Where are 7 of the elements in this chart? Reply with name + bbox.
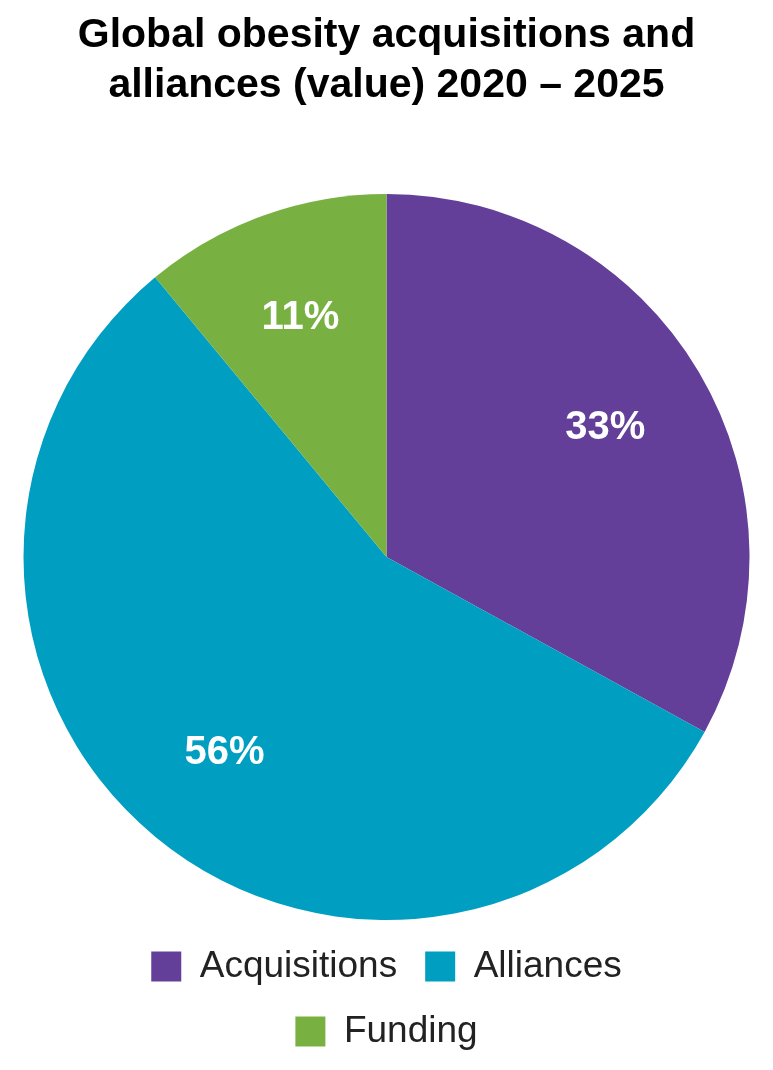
chart-title: Global obesity acquisitions and alliances (value) 2020 – 2025: [76, 9, 697, 108]
data-label: 11%: [261, 292, 340, 337]
data-label: 56%: [184, 727, 265, 772]
legend-label: Acquisitions: [199, 943, 398, 985]
legend-label: Alliances: [473, 943, 622, 985]
data-label: 33%: [565, 402, 646, 447]
legend-label: Funding: [343, 1008, 478, 1050]
